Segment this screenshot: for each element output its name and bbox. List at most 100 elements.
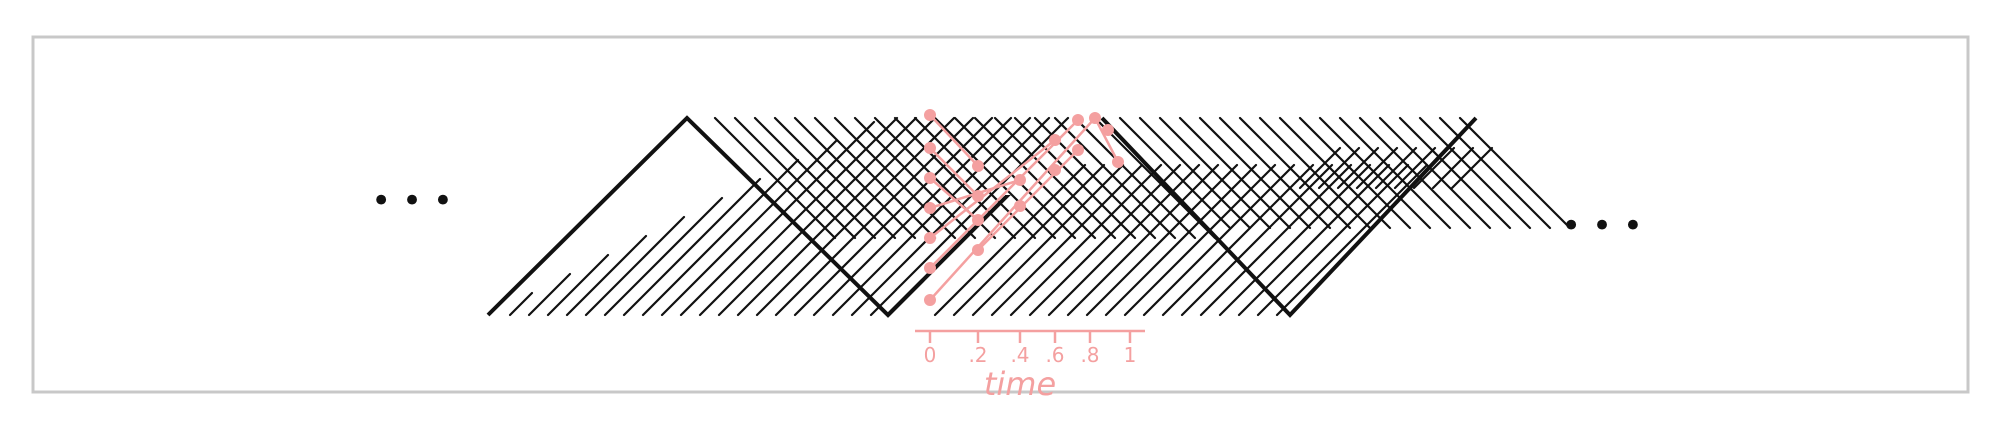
hatch-line <box>546 253 610 317</box>
hatch-line <box>1393 146 1437 190</box>
hatch-line <box>698 116 899 317</box>
hatch-line <box>1180 163 1334 317</box>
hatch-line <box>833 116 957 240</box>
trajectory-dot <box>924 109 936 121</box>
hatch-line <box>1013 116 1137 240</box>
trajectory-dot <box>972 214 984 226</box>
hatch-line <box>717 116 918 317</box>
time-tick-label: .6 <box>1045 343 1064 367</box>
hatch-line <box>603 196 724 317</box>
trajectory-dot <box>924 202 936 214</box>
hatch-line <box>893 116 1017 240</box>
hatch-line <box>1053 116 1177 240</box>
hatch-line <box>1378 116 1492 230</box>
hatch-line <box>713 116 837 240</box>
hatch-line <box>1338 116 1452 230</box>
hatch-line <box>1318 116 1432 230</box>
hatch-line <box>1374 146 1418 190</box>
time-tick-label: .4 <box>1010 343 1029 367</box>
hatch-line <box>1009 163 1163 317</box>
hatch-line <box>1138 116 1252 230</box>
hatch-line <box>622 177 762 317</box>
hatch-line <box>1178 116 1292 230</box>
hatch-line <box>831 116 1032 317</box>
hatch-line <box>1073 116 1197 240</box>
hatch-line <box>1358 116 1472 230</box>
hatch-line <box>1123 163 1277 317</box>
trajectory-line <box>928 146 980 198</box>
hatch-line <box>1336 146 1380 190</box>
hatch-line <box>1047 163 1201 317</box>
hatch-line <box>679 120 876 317</box>
hatch-line <box>1317 146 1361 190</box>
trajectory-line <box>1093 116 1120 164</box>
hatch-line <box>641 158 800 317</box>
hatch-line <box>990 163 1144 317</box>
trajectory-dot <box>924 172 936 184</box>
time-tick-label: .2 <box>968 343 987 367</box>
hatch-line <box>584 215 686 317</box>
hatch-line <box>850 116 1051 317</box>
trajectory-line <box>928 113 980 168</box>
time-tick-label: 1 <box>1124 343 1137 367</box>
trajectory-dot <box>924 262 936 274</box>
hatch-line <box>773 116 897 240</box>
trajectory-dot <box>1072 144 1084 156</box>
hatch-line <box>1275 163 1429 317</box>
frame <box>31 35 1970 394</box>
time-axis-label: time <box>984 365 1056 403</box>
hatch-line <box>952 163 1106 317</box>
hatch-line <box>1398 116 1512 230</box>
trajectory-dot <box>1049 134 1061 146</box>
time-ticks: 0 .2 .4 .6 .8 1 <box>924 331 1137 367</box>
hatch-line <box>755 116 956 317</box>
ellipsis-right: • • • <box>1561 206 1643 246</box>
time-tick-label: .8 <box>1080 343 1099 367</box>
trajectory-dot <box>1014 200 1026 212</box>
trajectory-line <box>928 176 980 222</box>
hatch-line <box>1028 163 1182 317</box>
hatched-band <box>508 116 1572 317</box>
hatch-line <box>1431 146 1475 190</box>
hatch-line <box>508 291 534 317</box>
hatch-line <box>1298 146 1342 190</box>
hatch-line <box>1355 146 1399 190</box>
hatch-line <box>793 116 917 240</box>
trajectory-dot <box>1049 164 1061 176</box>
hatch-line <box>1198 116 1312 230</box>
hatch-line <box>933 163 1087 317</box>
hatch-line <box>1418 116 1532 230</box>
trajectory-dot <box>972 244 984 256</box>
trajectory-dot <box>1102 124 1114 136</box>
hatch-line <box>1218 116 1332 230</box>
hatch-line <box>1412 146 1456 190</box>
hatch-line <box>869 116 1070 317</box>
trajectory-dot <box>972 160 984 172</box>
trajectory-line <box>928 116 1097 302</box>
time-annotation <box>924 109 1124 306</box>
trajectory-dot <box>924 232 936 244</box>
trajectory-line <box>976 148 1080 252</box>
hatch-line <box>1161 163 1315 317</box>
time-tick-label: 0 <box>924 343 937 367</box>
trajectory-dot <box>924 294 936 306</box>
hatch-line <box>813 116 937 240</box>
hatch-line <box>913 116 1037 240</box>
hatch-line <box>733 116 857 240</box>
hatch-line <box>993 116 1117 240</box>
hatch-line <box>1158 116 1272 230</box>
ellipsis-left: • • • <box>371 181 453 221</box>
hatch-line <box>736 116 937 317</box>
hatch-line <box>973 116 1097 240</box>
trajectory-dot <box>1014 174 1026 186</box>
trajectory-dot <box>1072 114 1084 126</box>
hatch-line <box>1118 116 1232 230</box>
hatch-line <box>1199 163 1353 317</box>
hatch-line <box>1218 163 1372 317</box>
hatch-line <box>1458 116 1572 230</box>
band-outline <box>486 115 1478 318</box>
hatch-line <box>527 272 572 317</box>
hatch-line <box>971 163 1125 317</box>
hatch-line <box>933 116 1057 240</box>
